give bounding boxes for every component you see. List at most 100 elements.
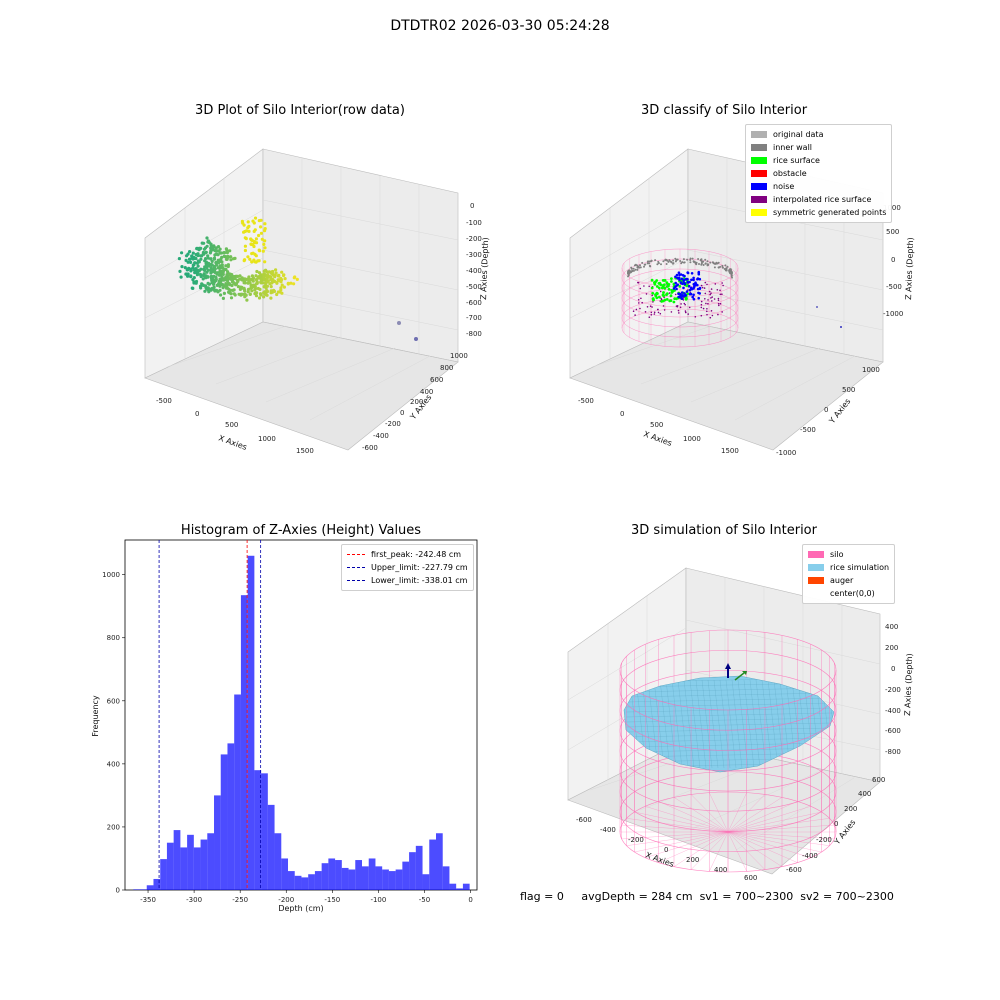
raw-point <box>270 281 274 285</box>
raw-point <box>235 278 239 282</box>
noise-point <box>691 295 694 299</box>
inner-wall-point <box>721 266 724 269</box>
raw-point <box>286 281 290 285</box>
inner-wall-point <box>639 264 641 267</box>
rice-surface-point <box>669 294 673 298</box>
rice-mesh-line <box>749 679 761 769</box>
raw-point <box>194 270 198 274</box>
raw-point <box>244 293 248 297</box>
classify-xlabel: X Axies <box>642 429 673 448</box>
noise-point <box>680 291 684 294</box>
raw-ztick: -300 <box>466 251 482 259</box>
interpolated-point <box>646 306 649 308</box>
noise-point <box>692 293 695 297</box>
interpolated-point <box>709 316 712 319</box>
histogram-bar <box>288 871 295 890</box>
inner-wall-point <box>662 260 665 263</box>
legend-swatch <box>751 196 767 203</box>
classify-xtick: 500 <box>650 421 663 429</box>
interpolated-point <box>719 289 721 292</box>
raw-point <box>209 242 213 246</box>
inner-wall-point <box>643 263 646 266</box>
raw-point <box>222 251 227 255</box>
histogram-bar <box>435 833 443 890</box>
raw-point <box>244 237 248 241</box>
raw-point <box>203 259 207 263</box>
raw-point <box>215 271 219 275</box>
interpolated-point <box>711 300 713 302</box>
inner-wall-point <box>689 257 692 260</box>
interpolated-point <box>721 282 723 284</box>
rice-mesh-line <box>773 679 785 769</box>
interpolated-point <box>638 302 640 304</box>
raw-point <box>292 282 296 286</box>
raw-point <box>226 254 230 258</box>
legend-dash <box>347 554 365 555</box>
raw-point <box>237 292 241 296</box>
rice-mesh-line <box>719 679 731 769</box>
rice-surface-point <box>655 285 659 288</box>
inner-wall-point <box>649 260 652 263</box>
rice-mesh-line <box>689 679 701 769</box>
raw-point <box>229 292 233 296</box>
raw-outlier-point <box>414 337 418 341</box>
classify-xtick: -500 <box>578 397 594 405</box>
raw-point <box>250 252 254 256</box>
classify-noise-point <box>816 306 818 308</box>
raw-point <box>233 282 237 286</box>
histogram-bar <box>449 883 457 890</box>
legend-item-first-peak: first_peak: -242.48 cm <box>347 548 468 561</box>
legend-item-auger: auger <box>808 574 889 587</box>
raw-point <box>200 282 204 286</box>
histogram-yticks: 0 200 400 600 800 1000 <box>102 571 125 895</box>
raw-point <box>272 288 276 292</box>
silo-floor-spoke <box>727 806 811 833</box>
rice-surface-point <box>657 282 661 285</box>
noise-point <box>686 271 690 275</box>
raw-ztick: 0 <box>470 202 474 210</box>
raw-point <box>184 272 188 276</box>
raw-point <box>281 273 286 278</box>
raw-point <box>269 296 273 300</box>
silo-floor-spoke <box>727 831 747 872</box>
simulation-ytick: 200 <box>844 805 857 813</box>
raw-point <box>251 239 255 243</box>
raw-point <box>262 277 266 281</box>
noise-point <box>697 296 700 300</box>
rice-mesh-line <box>625 692 833 698</box>
inner-wall-point <box>704 262 707 265</box>
raw-point <box>275 292 279 297</box>
noise-point <box>688 288 692 292</box>
silo-floor-spoke <box>727 831 835 840</box>
interpolated-point <box>684 303 686 306</box>
raw-point <box>225 251 229 255</box>
raw-zlabel: Z Axies (Depth) <box>479 237 490 300</box>
raw-point <box>228 249 232 253</box>
raw-point <box>192 276 196 280</box>
raw-point <box>258 249 262 253</box>
raw-point <box>188 250 192 254</box>
interpolated-point <box>650 314 653 316</box>
legend-label: inner wall <box>773 143 813 152</box>
simulation-ztick: -800 <box>885 748 901 756</box>
noise-point <box>692 278 695 282</box>
raw-point <box>216 266 220 270</box>
histogram-ytick-label: 400 <box>107 760 120 768</box>
inner-wall-point <box>654 259 657 262</box>
inner-wall-point <box>731 276 733 279</box>
interpolated-point <box>717 299 720 302</box>
interpolated-point <box>643 285 645 287</box>
rice-surface-point <box>662 291 665 294</box>
raw-point <box>220 255 224 259</box>
raw-point <box>212 282 216 286</box>
raw-point <box>276 278 280 282</box>
simulation-ytick: 0 <box>834 820 838 828</box>
simulation-ztick: -200 <box>885 686 901 694</box>
raw-point <box>203 275 207 279</box>
simulation-ytick: 600 <box>872 776 885 784</box>
noise-point <box>690 272 694 275</box>
histogram-bar <box>254 770 262 890</box>
raw-point <box>279 280 283 284</box>
silo-floor-spoke <box>673 797 729 833</box>
rice-mesh-line <box>725 679 737 769</box>
